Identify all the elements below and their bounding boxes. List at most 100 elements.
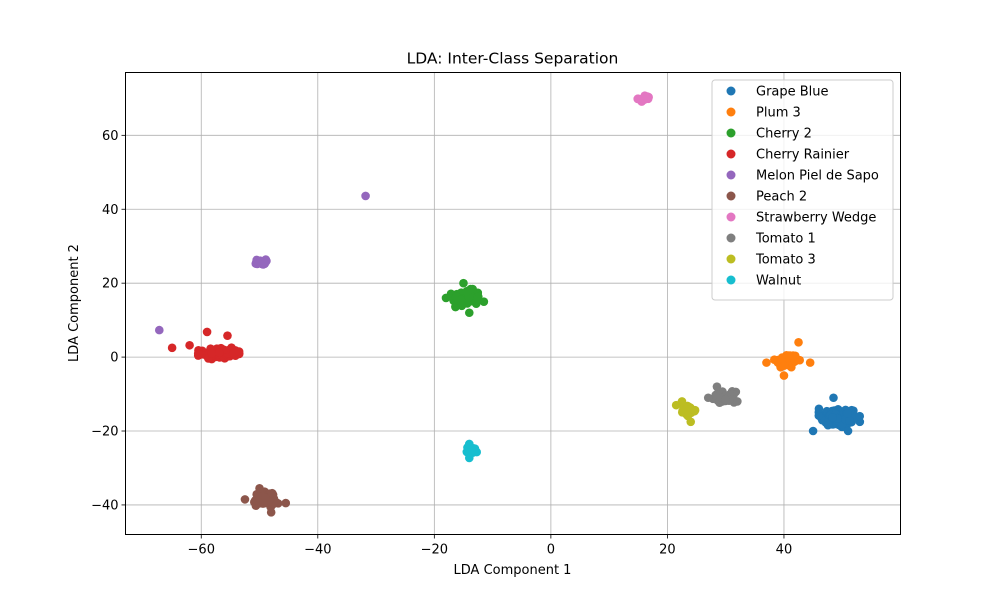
series-tomato-3	[671, 397, 700, 427]
data-point	[677, 397, 687, 406]
data-point	[451, 302, 460, 312]
x-tick-label: 40	[776, 543, 793, 558]
legend-label: Tomato 1	[755, 232, 816, 247]
legend-label: Melon Piel de Sapo	[756, 169, 879, 184]
data-point	[814, 404, 824, 414]
x-tick-label: −20	[421, 543, 448, 558]
series-cherry-rainier	[167, 327, 244, 364]
data-point	[266, 508, 276, 517]
legend-marker	[726, 254, 736, 264]
data-point	[703, 393, 713, 403]
data-point	[214, 348, 224, 357]
x-axis-label: LDA Component 1	[454, 563, 572, 578]
legend-marker	[726, 128, 736, 138]
legend-marker	[726, 170, 736, 180]
data-point	[843, 426, 853, 436]
legend-label: Cherry Rainier	[756, 148, 850, 163]
data-point	[779, 371, 789, 380]
data-point	[814, 411, 824, 420]
legend-box	[711, 79, 894, 301]
legend-label: Grape Blue	[756, 85, 829, 100]
data-point	[260, 493, 270, 502]
data-point	[194, 350, 204, 359]
data-point	[733, 397, 742, 406]
series-walnut	[462, 439, 481, 463]
legend-marker	[726, 149, 736, 159]
data-point	[633, 94, 643, 103]
data-point	[267, 488, 277, 498]
axis-ticks: −60 −40 −20 0 20 40 −40 −20 0 20 40 60	[91, 129, 792, 558]
series-peach-2	[240, 484, 291, 517]
x-tick-label: 20	[659, 543, 676, 558]
data-point	[855, 411, 865, 421]
data-point	[185, 340, 194, 350]
legend-marker	[726, 191, 736, 201]
data-point	[712, 382, 722, 391]
series-cherry-2	[441, 278, 489, 318]
data-point	[805, 358, 815, 367]
y-tick-label: −20	[91, 425, 118, 440]
data-point	[462, 286, 472, 296]
y-tick-label: −40	[91, 498, 118, 513]
legend-label: Walnut	[756, 274, 801, 289]
series-strawberry-wedge	[633, 91, 653, 106]
data-point	[823, 420, 833, 430]
legend-label: Plum 3	[756, 106, 801, 121]
data-point	[464, 453, 474, 463]
data-point	[828, 412, 837, 422]
data-point	[640, 91, 650, 100]
data-point	[273, 499, 283, 508]
legend-marker	[726, 233, 736, 243]
data-point	[167, 343, 177, 353]
data-point	[281, 498, 291, 508]
x-tick-label: −60	[188, 543, 215, 558]
data-point	[808, 426, 818, 436]
data-point	[794, 338, 803, 347]
y-axis-label: LDA Component 2	[67, 244, 82, 362]
series-plum-3	[762, 338, 815, 380]
data-point	[459, 278, 468, 288]
data-point	[202, 327, 212, 337]
y-tick-label: 0	[110, 351, 118, 366]
legend-label: Peach 2	[756, 190, 807, 205]
data-point	[207, 349, 217, 358]
data-point	[260, 259, 269, 268]
plot-frame	[125, 72, 901, 535]
data-point	[361, 191, 370, 201]
chart-title: LDA: Inter-Class Separation	[407, 50, 619, 68]
data-point	[255, 484, 264, 493]
data-point	[457, 301, 467, 311]
data-point	[788, 351, 798, 360]
series-grape-blue	[808, 393, 865, 436]
y-tick-label: 40	[102, 203, 119, 218]
data-point	[441, 293, 451, 303]
legend-marker	[726, 86, 736, 96]
data-point	[479, 297, 489, 306]
data-point	[154, 325, 164, 335]
data-point	[720, 395, 730, 404]
y-tick-label: 60	[102, 129, 119, 144]
legend-marker	[726, 107, 736, 117]
x-tick-label: −40	[304, 543, 331, 558]
data-point	[234, 347, 244, 356]
data-point	[779, 361, 789, 371]
data-point	[464, 439, 474, 449]
y-tick-label: 20	[102, 277, 119, 292]
data-point	[464, 308, 474, 318]
data-point	[829, 393, 838, 403]
series-tomato-1	[703, 382, 742, 408]
data-point	[843, 409, 852, 418]
x-tick-label: 0	[547, 543, 555, 558]
legend-label: Strawberry Wedge	[756, 211, 876, 226]
legend-label: Tomato 3	[755, 253, 816, 268]
data-point	[690, 405, 700, 415]
legend-marker	[726, 212, 736, 222]
data-point	[686, 417, 696, 427]
legend-marker	[726, 275, 736, 285]
legend-label: Cherry 2	[756, 127, 812, 142]
data-point	[223, 331, 232, 340]
data-point	[845, 416, 854, 425]
scatter-points	[154, 91, 865, 517]
data-point	[240, 495, 250, 504]
